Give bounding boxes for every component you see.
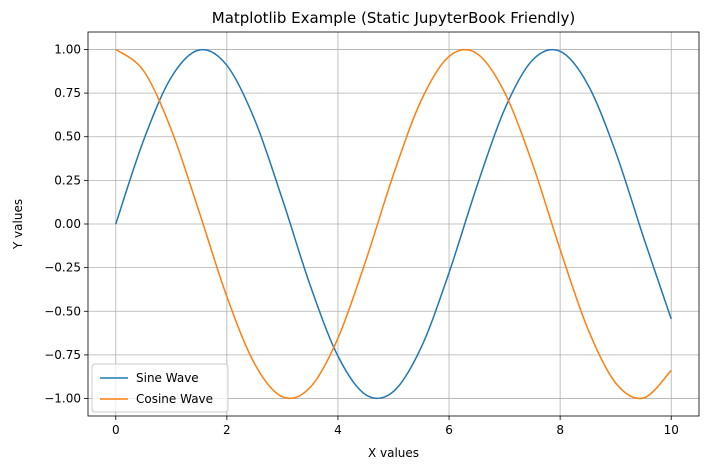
- grid: [88, 32, 699, 416]
- y-tick-label: 0.75: [54, 86, 81, 100]
- y-tick-label: 1.00: [54, 42, 81, 56]
- y-tick-label: −0.75: [44, 348, 81, 362]
- y-tick-label: 0.00: [54, 217, 81, 231]
- y-axis-label: Y values: [11, 199, 25, 250]
- x-tick-label: 8: [556, 423, 564, 437]
- legend: Sine Wave Cosine Wave: [91, 363, 229, 413]
- y-tick-label: 0.25: [54, 173, 81, 187]
- y-tick-label: 0.50: [54, 130, 81, 144]
- series-layer: [115, 48, 672, 400]
- x-tick-label: 2: [223, 423, 231, 437]
- y-tick-label: −0.50: [44, 304, 81, 318]
- y-tick-label: −1.00: [44, 392, 81, 406]
- x-tick-label: 10: [664, 423, 679, 437]
- series-line-cosine: [115, 48, 672, 400]
- series-line-sine: [115, 48, 672, 400]
- x-tick-label: 6: [445, 423, 453, 437]
- x-tick-label: 4: [334, 423, 342, 437]
- x-axis-label: X values: [368, 446, 419, 460]
- legend-label-cosine: Cosine Wave: [136, 392, 213, 406]
- y-tick-label: −0.25: [44, 261, 81, 275]
- legend-label-sine: Sine Wave: [136, 371, 199, 385]
- legend-box: [91, 363, 229, 413]
- chart-title: Matplotlib Example (Static JupyterBook F…: [212, 9, 575, 27]
- x-tick-label: 0: [112, 423, 120, 437]
- ticks: 0 2 4 6 8 10 −1.00 −0.75 −0.50 −0.25 0.00 0.25 0.50 0…: [44, 42, 679, 437]
